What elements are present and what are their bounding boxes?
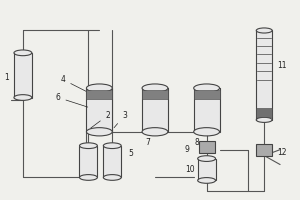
Bar — [86, 88, 112, 132]
Ellipse shape — [14, 95, 32, 100]
Ellipse shape — [86, 128, 112, 136]
Bar — [194, 88, 220, 132]
Text: 1: 1 — [4, 73, 9, 82]
Ellipse shape — [103, 175, 121, 180]
Ellipse shape — [198, 156, 215, 161]
Bar — [86, 90, 112, 99]
Ellipse shape — [80, 175, 98, 180]
Ellipse shape — [80, 143, 98, 149]
Text: 7: 7 — [145, 138, 150, 147]
Bar — [256, 30, 272, 120]
Text: 10: 10 — [185, 164, 194, 173]
Bar — [194, 90, 220, 99]
Text: 8: 8 — [195, 138, 200, 147]
Ellipse shape — [14, 50, 32, 56]
Text: 3: 3 — [114, 111, 127, 128]
Ellipse shape — [256, 28, 272, 33]
Ellipse shape — [142, 84, 168, 92]
Bar — [142, 88, 168, 132]
Ellipse shape — [86, 84, 112, 92]
Text: 9: 9 — [185, 145, 190, 154]
Bar — [199, 141, 214, 153]
Bar — [142, 90, 168, 99]
Ellipse shape — [194, 84, 220, 92]
Bar — [256, 108, 272, 117]
Ellipse shape — [256, 117, 272, 122]
Bar — [80, 146, 98, 177]
Text: 5: 5 — [128, 149, 133, 158]
Ellipse shape — [142, 128, 168, 136]
Text: 11: 11 — [277, 61, 286, 70]
Bar — [14, 53, 32, 98]
Text: 2: 2 — [91, 111, 110, 128]
Ellipse shape — [198, 178, 215, 183]
Ellipse shape — [194, 128, 220, 136]
Text: 4: 4 — [61, 75, 91, 94]
Bar — [256, 144, 272, 156]
Text: 12: 12 — [277, 148, 286, 157]
Ellipse shape — [103, 143, 121, 149]
Bar — [103, 146, 121, 177]
Text: 6: 6 — [56, 93, 88, 107]
Bar — [198, 159, 215, 180]
